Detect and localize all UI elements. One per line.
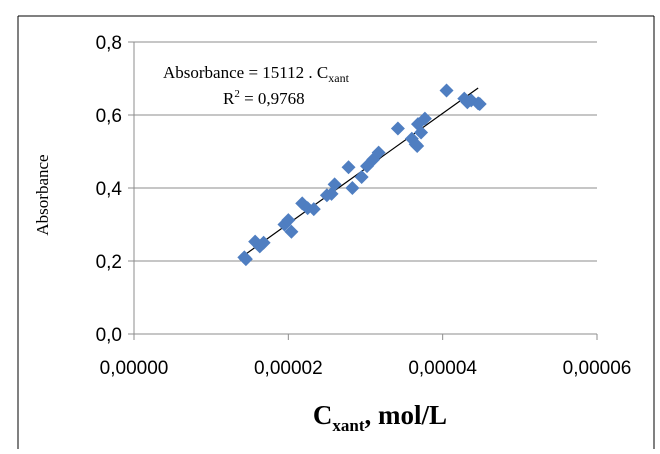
data-point-25 [414, 125, 429, 140]
data-point-10 [306, 202, 321, 217]
data-point-6 [281, 213, 296, 228]
data-point-26 [417, 111, 432, 126]
x-axis-title: Cxant, mol/L [313, 400, 447, 435]
data-point-20 [390, 121, 405, 136]
x-tick-labels: 0,00000 0,00002 0,00004 0,00006 [100, 358, 632, 379]
gridlines [134, 41, 597, 262]
y-tick-label-1: 0,2 [96, 252, 122, 273]
x-tick-label-2: 0,00004 [408, 358, 477, 379]
data-point-23 [410, 139, 425, 154]
r-squared-value: = 0,9768 [240, 89, 305, 108]
y-tick-label-3: 0,6 [96, 106, 122, 127]
axes [128, 41, 598, 340]
data-point-15 [345, 181, 360, 195]
r-squared-prefix: R [223, 89, 235, 108]
y-tick-labels: 0,0 0,2 0,4 0,6 0,8 [96, 33, 123, 346]
data-point-1 [238, 252, 253, 267]
data-point-16 [354, 170, 369, 185]
y-axis-title: Absorbance [33, 154, 52, 235]
data-points [237, 83, 487, 267]
data-point-14 [341, 160, 356, 175]
data-point-19 [371, 145, 386, 160]
data-point-4 [256, 235, 271, 250]
x-tick-label-3: 0,00006 [563, 358, 632, 379]
x-tick-label-0: 0,00000 [100, 358, 169, 379]
equation-label: Absorbance = 15112 . Cxant [163, 63, 350, 85]
equation-subscript: xant [328, 71, 349, 85]
equation-prefix: Absorbance = 15112 . C [163, 63, 328, 82]
x-axis-title-main: C [313, 400, 333, 430]
r-squared-label: R2 = 0,9768 [223, 88, 305, 108]
data-point-32 [472, 97, 487, 112]
data-point-13 [327, 177, 342, 192]
y-tick-label-0: 0,0 [96, 325, 122, 346]
y-tick-label-4: 0,8 [96, 33, 122, 54]
r-squared-superscript: 2 [234, 88, 240, 100]
data-point-7 [284, 224, 299, 239]
y-tick-label-2: 0,4 [96, 179, 123, 200]
x-axis-title-unit: , mol/L [365, 400, 448, 430]
x-tick-label-1: 0,00002 [254, 358, 323, 379]
data-point-27 [439, 83, 454, 98]
x-axis-title-subscript: xant [332, 416, 364, 435]
